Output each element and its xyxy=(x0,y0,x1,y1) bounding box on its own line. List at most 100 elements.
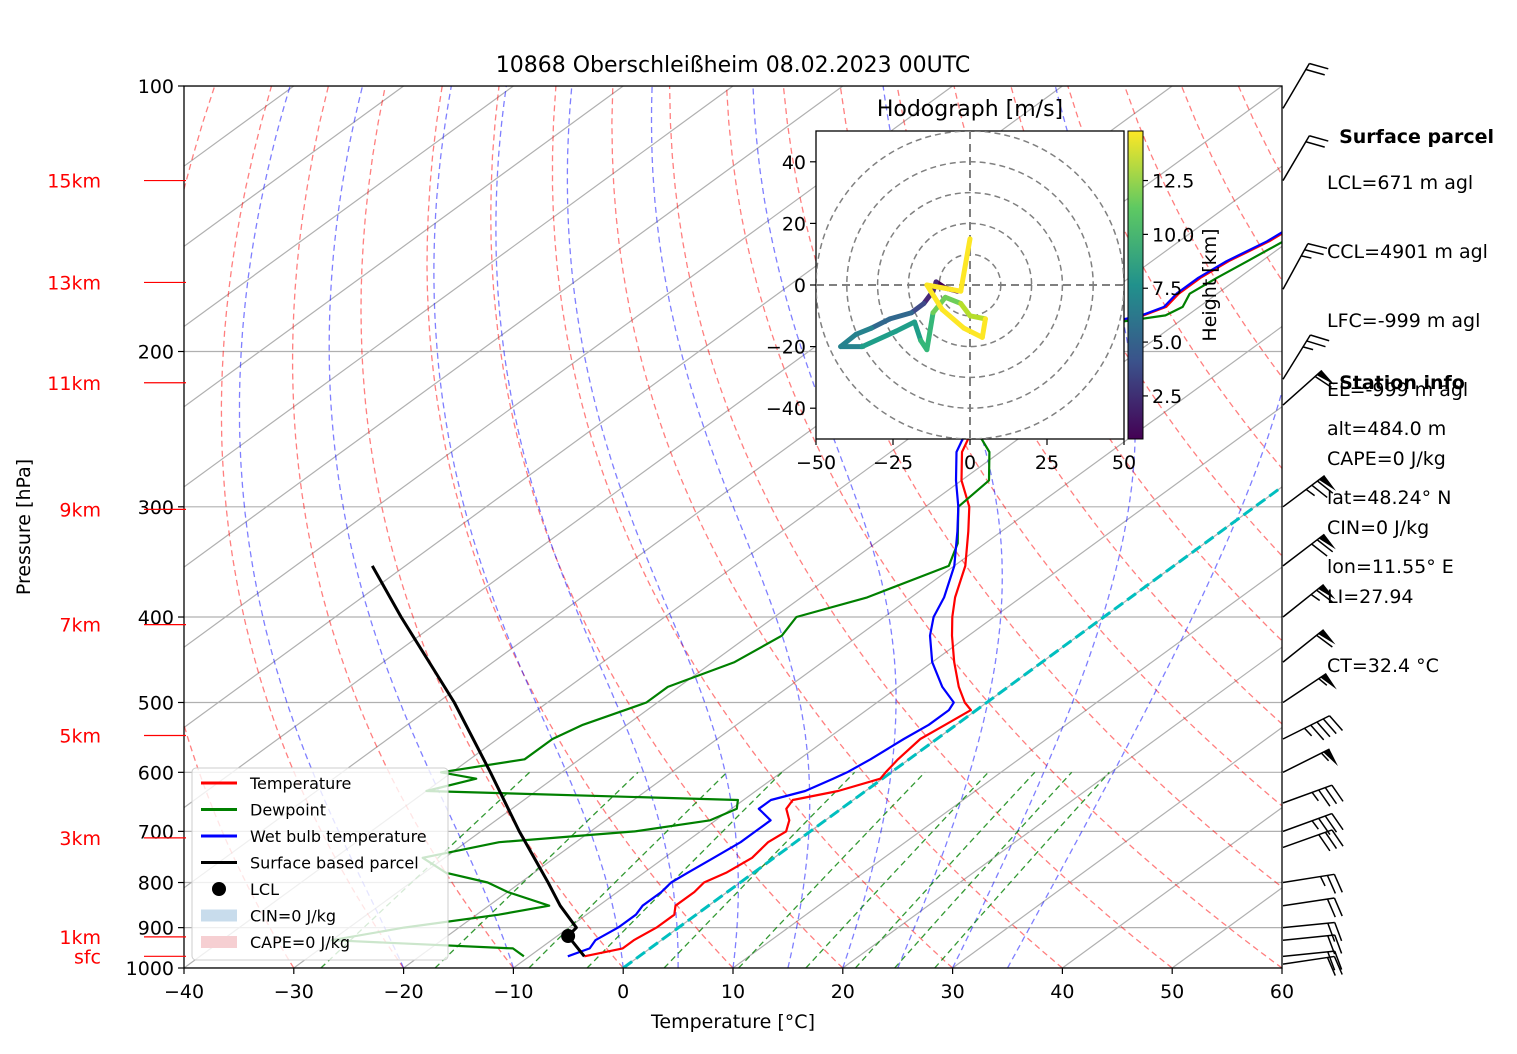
y-tick-label: 200 xyxy=(138,342,174,364)
y-axis-label: Pressure [hPa] xyxy=(13,459,35,595)
height-colorbar xyxy=(1127,130,1144,440)
hodograph-segment xyxy=(853,325,874,337)
y-tick-label: 900 xyxy=(138,918,174,940)
isotherm-line xyxy=(842,646,1282,968)
wind-barb-flag xyxy=(1305,141,1325,148)
mixing-ratio-line xyxy=(854,771,1036,968)
wetbulb-line xyxy=(567,231,1282,958)
x-tick-label: 20 xyxy=(831,981,855,1003)
hodograph-segment xyxy=(924,282,945,313)
wind-barb-shaft xyxy=(1282,715,1330,740)
x-tick-label: 40 xyxy=(1050,981,1074,1003)
wind-barb-flag xyxy=(1324,815,1338,833)
x-tick-label: 10 xyxy=(721,981,745,1003)
wind-barb-flag xyxy=(1316,539,1334,553)
wind-barb-flag xyxy=(1328,715,1344,731)
y-tick-label: 300 xyxy=(138,497,174,519)
hodograph-x-tick-label: 50 xyxy=(1112,452,1136,474)
hodograph-segment xyxy=(961,325,985,340)
colorbar-tick-label: 7.5 xyxy=(1152,278,1182,300)
wind-barb xyxy=(1282,955,1343,976)
wind-barb xyxy=(1282,748,1339,774)
y-tick-label: 500 xyxy=(138,692,174,714)
mixing-ratio-line xyxy=(934,771,1110,968)
legend-label: Temperature xyxy=(249,774,351,793)
wind-barb-half-flag xyxy=(1311,791,1319,802)
height-label: 3km xyxy=(59,828,101,850)
wind-barb xyxy=(1282,950,1343,971)
freezing-isotherm xyxy=(622,485,1282,968)
wind-barb-shaft xyxy=(1282,629,1325,663)
parcel-ct: CT=32.4 °C xyxy=(1327,655,1439,677)
x-tick-label: 30 xyxy=(941,981,965,1003)
hodograph-segment xyxy=(908,300,927,316)
hodograph-y-tick-label: 0 xyxy=(794,275,806,297)
isotherm-line xyxy=(184,86,624,408)
moist-adiabat xyxy=(650,86,811,968)
wind-barb xyxy=(1282,673,1337,704)
wind-barb-shaft xyxy=(1282,950,1335,958)
dry-adiabat xyxy=(611,86,1063,968)
wind-barb-flag xyxy=(1310,724,1325,741)
parcel-cape: CAPE=0 J/kg xyxy=(1327,448,1446,470)
height-label: sfc xyxy=(74,946,101,968)
wind-barb xyxy=(1282,62,1329,109)
legend-parcel: Surface based parcel xyxy=(201,854,419,873)
isotherm-line xyxy=(952,726,1282,968)
hodograph-x-tick-label: 0 xyxy=(964,452,976,474)
wind-barb-pennant xyxy=(1318,534,1336,550)
wind-barb-flag xyxy=(1331,784,1344,802)
wind-barb-flag xyxy=(1331,829,1344,847)
mixing-ratio-line xyxy=(586,771,783,968)
wind-barb-flag xyxy=(1316,589,1333,603)
y-tick-label: 600 xyxy=(138,762,174,784)
colorbar-tick-label: 10.0 xyxy=(1152,224,1194,246)
wind-barb xyxy=(1282,784,1344,807)
wind-barb-half-flag xyxy=(1302,346,1314,351)
legend-label: Surface based parcel xyxy=(250,854,419,873)
hodograph-x-tick-label: 25 xyxy=(1035,452,1059,474)
dry-adiabat xyxy=(551,86,954,968)
wind-barb-flag xyxy=(1334,922,1343,942)
wind-barb xyxy=(1282,533,1336,567)
hodograph-segment xyxy=(924,282,964,294)
wind-barb xyxy=(1282,921,1343,942)
isotherm-line xyxy=(1062,806,1282,968)
colorbar-label: Height [km] xyxy=(1199,228,1221,341)
mixing-ratio-line xyxy=(805,771,989,968)
hodograph-y-tick-label: 20 xyxy=(782,213,806,235)
hodograph-segment xyxy=(939,307,967,331)
parcel-lcl: LCL=671 m agl xyxy=(1327,172,1474,194)
hodograph-segment xyxy=(958,236,973,294)
wind-barb xyxy=(1282,715,1344,741)
hodograph-segment xyxy=(958,300,973,319)
x-tick-label: −10 xyxy=(493,981,533,1003)
legend-cin: CIN=0 J/kg xyxy=(201,907,336,926)
wind-barb-shaft xyxy=(1282,897,1335,907)
x-tick-label: −40 xyxy=(164,981,204,1003)
isotherm-line xyxy=(184,86,844,568)
station-info: Station info alt=484.0 m lat=48.24° N lo… xyxy=(1327,349,1465,602)
wind-barb-flag xyxy=(1306,340,1326,348)
isotherm-line xyxy=(293,245,1282,968)
wind-barb-flag xyxy=(1326,957,1336,976)
wind-barb xyxy=(1282,369,1335,406)
height-label: 13km xyxy=(47,272,101,294)
wind-barb-flag xyxy=(1327,922,1336,942)
isotherm-line xyxy=(184,86,953,649)
hodograph-x-tick-label: −25 xyxy=(873,452,913,474)
legend-swatch xyxy=(212,882,226,896)
hodograph-title: Hodograph [m/s] xyxy=(877,97,1063,122)
hodograph-segment xyxy=(912,319,924,343)
parcel-cin: CIN=0 J/kg xyxy=(1327,517,1430,539)
wind-barb-half-flag xyxy=(1305,488,1316,497)
wind-barb-pennant xyxy=(1318,584,1336,600)
height-label: 11km xyxy=(47,373,101,395)
colorbar-tick-label: 2.5 xyxy=(1152,386,1182,408)
wind-barb-flag xyxy=(1316,721,1331,738)
isotherm-line xyxy=(732,566,1282,968)
dry-adiabat xyxy=(1010,86,1282,557)
wind-barb-flag xyxy=(1311,484,1328,499)
wind-barb xyxy=(1282,583,1336,618)
wind-barb-flag xyxy=(1326,898,1336,918)
